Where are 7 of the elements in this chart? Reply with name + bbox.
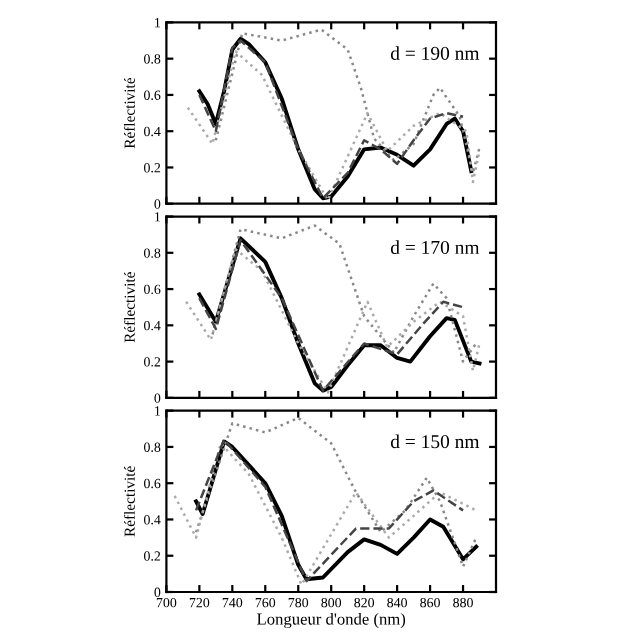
annotation: d = 170 nm <box>390 240 480 255</box>
annotation: d = 190 nm <box>390 46 480 60</box>
x-axis-title: Longueur d'onde (nm) <box>257 612 406 629</box>
line-series <box>214 28 481 175</box>
annotation: d = 150 nm <box>390 434 480 449</box>
line-series <box>194 416 478 568</box>
line-series <box>211 224 478 363</box>
